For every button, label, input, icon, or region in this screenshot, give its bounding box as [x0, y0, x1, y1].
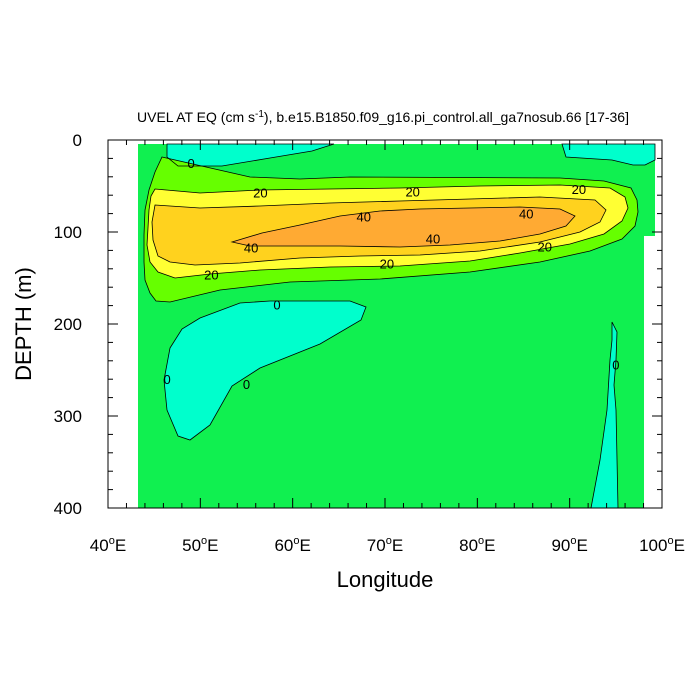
x-tick-label: 100oE — [639, 535, 685, 555]
contour-label: 20 — [204, 267, 218, 282]
x-tick-label: 90oE — [551, 535, 587, 555]
contour-label: 40 — [519, 207, 533, 222]
y-tick-label: 100 — [54, 223, 82, 242]
contour-label: 20 — [380, 256, 394, 271]
x-tick-label: 60oE — [274, 535, 310, 555]
y-tick-label: 200 — [54, 315, 82, 334]
contour-label: 20 — [538, 240, 552, 255]
chart-title-prefix: UVEL AT EQ (cm s — [137, 109, 255, 125]
contour-label: 40 — [426, 231, 440, 246]
y-axis-title: DEPTH (m) — [11, 267, 36, 381]
contour-line-neg-mid-left — [163, 300, 367, 441]
contour-field-strip-east — [644, 144, 655, 236]
contour-line-band-40 — [230, 206, 576, 248]
chart-title-suffix: ), b.e15.B1850.f09_g16.pi_control.all_ga… — [264, 109, 629, 125]
contour-region-negative-mid-east — [591, 322, 618, 508]
contour-label: 40 — [357, 209, 371, 224]
x-tick-label: 40oE — [90, 535, 126, 555]
contour-label: 0 — [243, 377, 250, 392]
x-axis: 40oE 50oE 60oE 70oE 80oE 90oE 100oE — [90, 140, 685, 555]
y-tick-label: 0 — [73, 131, 82, 150]
contour-line-band-10 — [143, 156, 639, 303]
contour-label: 20 — [572, 182, 586, 197]
contour-region-negative-mid-west — [164, 301, 366, 440]
contour-label: 20 — [405, 185, 419, 200]
chart-title-superscript: -1 — [255, 109, 264, 120]
y-tick-label: 400 — [54, 499, 82, 518]
contour-labels: 0 20 20 20 40 40 40 40 20 20 20 0 0 0 0 — [163, 156, 619, 392]
contour-fill-region — [138, 144, 655, 508]
contour-line-band-30 — [151, 196, 607, 266]
contour-label: 0 — [163, 372, 170, 387]
contour-label: 40 — [244, 241, 258, 256]
contour-band-40 — [232, 207, 575, 247]
x-tick-label: 80oE — [459, 535, 495, 555]
contour-line-band-20 — [146, 184, 629, 279]
x-tick-label: 70oE — [367, 535, 403, 555]
x-tick-label: 50oE — [182, 535, 218, 555]
contour-label: 20 — [253, 185, 267, 200]
x-axis-title: Longitude — [337, 567, 434, 592]
contour-region-negative-top-east — [562, 144, 655, 165]
contour-label: 0 — [273, 298, 280, 313]
y-tick-label: 300 — [54, 407, 82, 426]
contour-line-neg-top-right — [561, 143, 656, 166]
chart-title: UVEL AT EQ (cm s-1), b.e15.B1850.f09_g16… — [137, 109, 629, 125]
contour-label: 0 — [187, 156, 194, 171]
contour-label: 0 — [612, 357, 619, 372]
